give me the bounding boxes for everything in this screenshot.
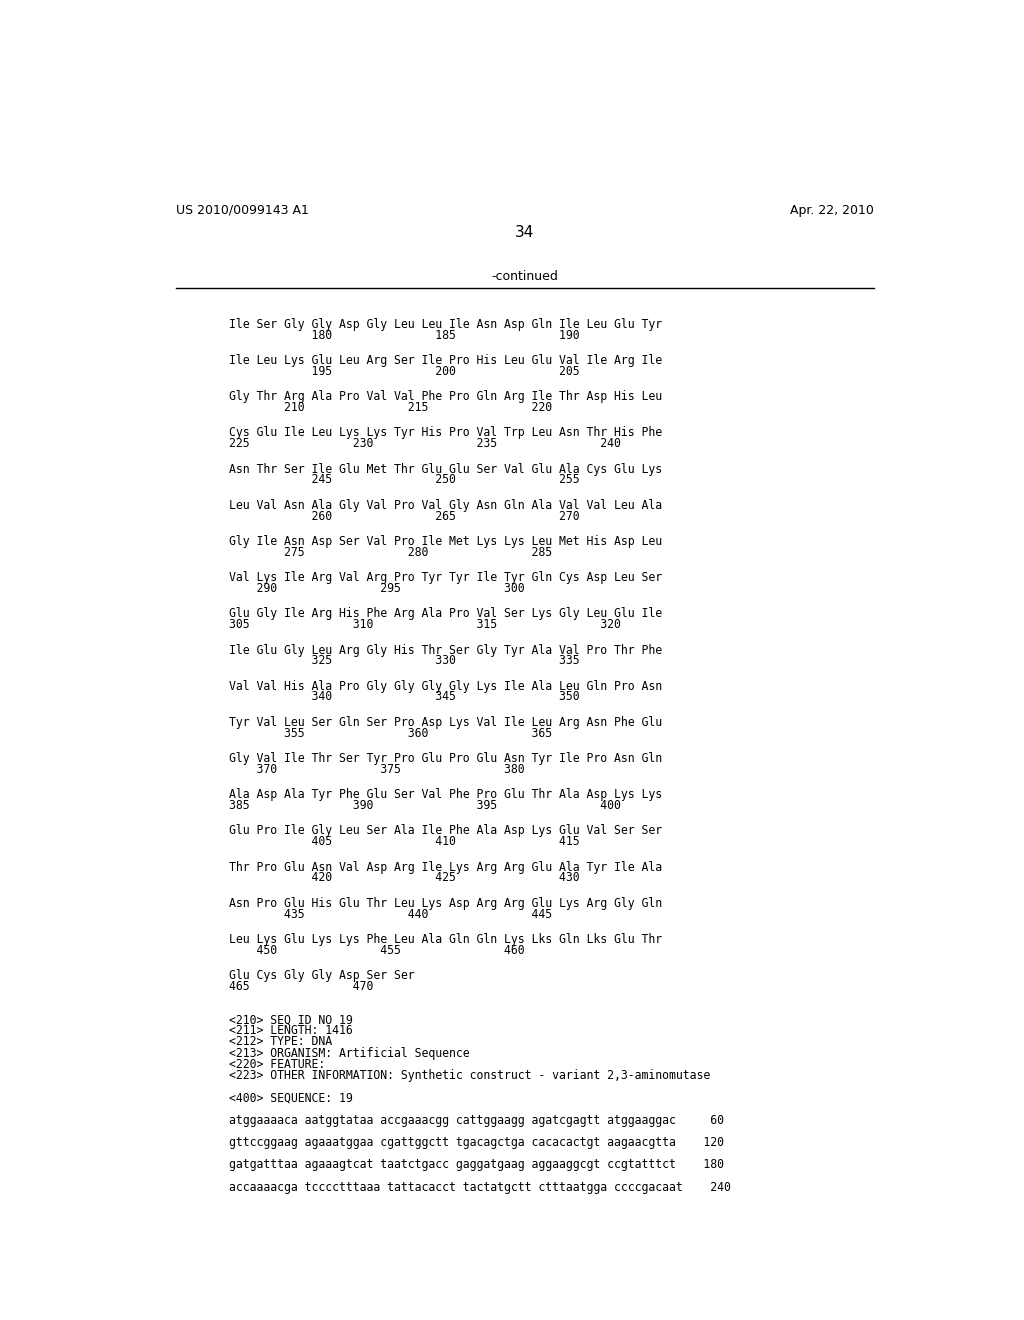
Text: 260               265               270: 260 265 270 <box>228 510 580 523</box>
Text: 450               455               460: 450 455 460 <box>228 944 524 957</box>
Text: 195               200               205: 195 200 205 <box>228 364 580 378</box>
Text: Tyr Val Leu Ser Gln Ser Pro Asp Lys Val Ile Leu Arg Asn Phe Glu: Tyr Val Leu Ser Gln Ser Pro Asp Lys Val … <box>228 715 662 729</box>
Text: Glu Pro Ile Gly Leu Ser Ala Ile Phe Ala Asp Lys Glu Val Ser Ser: Glu Pro Ile Gly Leu Ser Ala Ile Phe Ala … <box>228 825 662 837</box>
Text: US 2010/0099143 A1: US 2010/0099143 A1 <box>176 203 309 216</box>
Text: Apr. 22, 2010: Apr. 22, 2010 <box>790 203 873 216</box>
Text: 210               215               220: 210 215 220 <box>228 401 552 414</box>
Text: Asn Pro Glu His Glu Thr Leu Lys Asp Arg Arg Glu Lys Arg Gly Gln: Asn Pro Glu His Glu Thr Leu Lys Asp Arg … <box>228 896 662 909</box>
Text: 420               425               430: 420 425 430 <box>228 871 580 884</box>
Text: Gly Thr Arg Ala Pro Val Val Phe Pro Gln Arg Ile Thr Asp His Leu: Gly Thr Arg Ala Pro Val Val Phe Pro Gln … <box>228 391 662 403</box>
Text: 435               440               445: 435 440 445 <box>228 908 552 920</box>
Text: Leu Val Asn Ala Gly Val Pro Val Gly Asn Gln Ala Val Val Leu Ala: Leu Val Asn Ala Gly Val Pro Val Gly Asn … <box>228 499 662 512</box>
Text: 225               230               235               240: 225 230 235 240 <box>228 437 621 450</box>
Text: Val Lys Ile Arg Val Arg Pro Tyr Tyr Ile Tyr Gln Cys Asp Leu Ser: Val Lys Ile Arg Val Arg Pro Tyr Tyr Ile … <box>228 572 662 585</box>
Text: 245               250               255: 245 250 255 <box>228 474 580 486</box>
Text: 370               375               380: 370 375 380 <box>228 763 524 776</box>
Text: Gly Ile Asn Asp Ser Val Pro Ile Met Lys Lys Leu Met His Asp Leu: Gly Ile Asn Asp Ser Val Pro Ile Met Lys … <box>228 535 662 548</box>
Text: <220> FEATURE:: <220> FEATURE: <box>228 1057 325 1071</box>
Text: <211> LENGTH: 1416: <211> LENGTH: 1416 <box>228 1024 352 1038</box>
Text: 325               330               335: 325 330 335 <box>228 655 580 668</box>
Text: Ile Leu Lys Glu Leu Arg Ser Ile Pro His Leu Glu Val Ile Arg Ile: Ile Leu Lys Glu Leu Arg Ser Ile Pro His … <box>228 354 662 367</box>
Text: 340               345               350: 340 345 350 <box>228 690 580 704</box>
Text: Cys Glu Ile Leu Lys Lys Tyr His Pro Val Trp Leu Asn Thr His Phe: Cys Glu Ile Leu Lys Lys Tyr His Pro Val … <box>228 426 662 440</box>
Text: gttccggaag agaaatggaa cgattggctt tgacagctga cacacactgt aagaacgtta    120: gttccggaag agaaatggaa cgattggctt tgacagc… <box>228 1137 724 1148</box>
Text: <213> ORGANISM: Artificial Sequence: <213> ORGANISM: Artificial Sequence <box>228 1047 469 1060</box>
Text: Glu Gly Ile Arg His Phe Arg Ala Pro Val Ser Lys Gly Leu Glu Ile: Glu Gly Ile Arg His Phe Arg Ala Pro Val … <box>228 607 662 620</box>
Text: Asn Thr Ser Ile Glu Met Thr Glu Glu Ser Val Glu Ala Cys Glu Lys: Asn Thr Ser Ile Glu Met Thr Glu Glu Ser … <box>228 462 662 475</box>
Text: Ile Glu Gly Leu Arg Gly His Thr Ser Gly Tyr Ala Val Pro Thr Phe: Ile Glu Gly Leu Arg Gly His Thr Ser Gly … <box>228 644 662 656</box>
Text: <400> SEQUENCE: 19: <400> SEQUENCE: 19 <box>228 1092 352 1105</box>
Text: <212> TYPE: DNA: <212> TYPE: DNA <box>228 1035 332 1048</box>
Text: 290               295               300: 290 295 300 <box>228 582 524 595</box>
Text: 275               280               285: 275 280 285 <box>228 545 552 558</box>
Text: Leu Lys Glu Lys Lys Phe Leu Ala Gln Gln Lys Lks Gln Lks Glu Thr: Leu Lys Glu Lys Lys Phe Leu Ala Gln Gln … <box>228 933 662 946</box>
Text: Thr Pro Glu Asn Val Asp Arg Ile Lys Arg Arg Glu Ala Tyr Ile Ala: Thr Pro Glu Asn Val Asp Arg Ile Lys Arg … <box>228 861 662 874</box>
Text: -continued: -continued <box>492 271 558 282</box>
Text: atggaaaaca aatggtataa accgaaacgg cattggaagg agatcgagtt atggaaggac     60: atggaaaaca aatggtataa accgaaacgg cattgga… <box>228 1114 724 1126</box>
Text: 355               360               365: 355 360 365 <box>228 727 552 739</box>
Text: Val Val His Ala Pro Gly Gly Gly Gly Lys Ile Ala Leu Gln Pro Asn: Val Val His Ala Pro Gly Gly Gly Gly Lys … <box>228 680 662 693</box>
Text: Ala Asp Ala Tyr Phe Glu Ser Val Phe Pro Glu Thr Ala Asp Lys Lys: Ala Asp Ala Tyr Phe Glu Ser Val Phe Pro … <box>228 788 662 801</box>
Text: 305               310               315               320: 305 310 315 320 <box>228 618 621 631</box>
Text: Gly Val Ile Thr Ser Tyr Pro Glu Pro Glu Asn Tyr Ile Pro Asn Gln: Gly Val Ile Thr Ser Tyr Pro Glu Pro Glu … <box>228 752 662 766</box>
Text: 405               410               415: 405 410 415 <box>228 836 580 849</box>
Text: 34: 34 <box>515 224 535 240</box>
Text: Ile Ser Gly Gly Asp Gly Leu Leu Ile Asn Asp Gln Ile Leu Glu Tyr: Ile Ser Gly Gly Asp Gly Leu Leu Ile Asn … <box>228 318 662 331</box>
Text: 180               185               190: 180 185 190 <box>228 329 580 342</box>
Text: <223> OTHER INFORMATION: Synthetic construct - variant 2,3-aminomutase: <223> OTHER INFORMATION: Synthetic const… <box>228 1069 710 1082</box>
Text: 385               390               395               400: 385 390 395 400 <box>228 799 621 812</box>
Text: Glu Cys Gly Gly Asp Ser Ser: Glu Cys Gly Gly Asp Ser Ser <box>228 969 415 982</box>
Text: gatgatttaa agaaagtcat taatctgacc gaggatgaag aggaaggcgt ccgtatttct    180: gatgatttaa agaaagtcat taatctgacc gaggatg… <box>228 1158 724 1171</box>
Text: accaaaacga tcccctttaaa tattacacct tactatgctt ctttaatgga ccccgacaat    240: accaaaacga tcccctttaaa tattacacct tactat… <box>228 1180 731 1193</box>
Text: 465               470: 465 470 <box>228 979 373 993</box>
Text: <210> SEQ ID NO 19: <210> SEQ ID NO 19 <box>228 1014 352 1026</box>
